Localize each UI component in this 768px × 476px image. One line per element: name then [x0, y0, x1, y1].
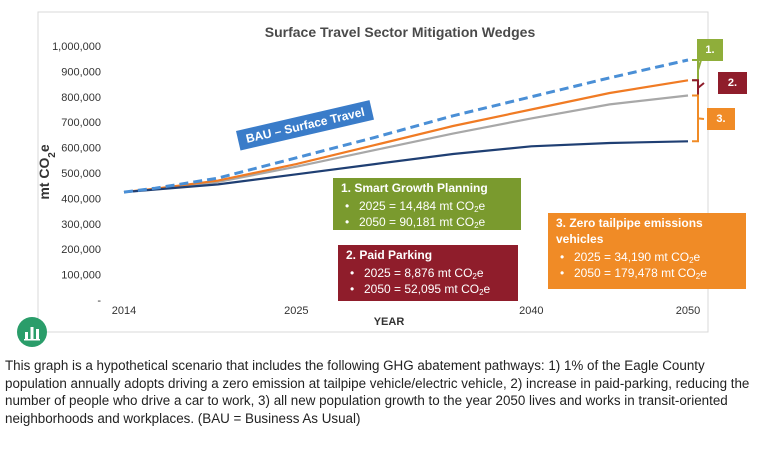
y-axis-ticks: 1,000,000 900,000 800,000 700,000 600,000 500…	[52, 41, 101, 307]
y-tick-label: 1,000,000	[52, 41, 101, 53]
zero-tailpipe-title: 3. Zero tailpipe emissions vehicles	[556, 216, 703, 246]
y-tick-label: 100,000	[61, 270, 101, 282]
series-layer	[123, 58, 689, 194]
paid-parking-2050: 2050 = 52,095 mt CO2e	[350, 281, 510, 297]
wedge-tag-2: 2.	[718, 72, 747, 94]
bar-chart-icon	[17, 317, 47, 347]
series-line-1	[123, 58, 689, 194]
y-tick-label: 400,000	[61, 193, 101, 205]
y-tick-label: 800,000	[61, 92, 101, 104]
mitigation-wedges-chart: Surface Travel Sector Mitigation Wedges …	[36, 11, 709, 333]
y-tick-label: -	[97, 295, 101, 307]
zero-tailpipe-2050: 2050 = 179,478 mt CO2e	[560, 265, 738, 281]
y-tick-label: 600,000	[61, 143, 101, 155]
smart-growth-2025: 2025 = 14,484 mt CO2e	[345, 198, 513, 214]
series-line-2	[123, 79, 689, 194]
y-axis-title: mt CO2e	[36, 144, 58, 200]
chart-title: Surface Travel Sector Mitigation Wedges	[265, 24, 536, 40]
y-tick-label: 300,000	[61, 219, 101, 231]
zero-tailpipe-annotation: 3. Zero tailpipe emissions vehicles 2025…	[548, 213, 746, 289]
x-tick-label: 2014	[112, 305, 136, 317]
x-axis-ticks: 2014 2025 2040 2050	[112, 305, 700, 317]
y-tick-label: 500,000	[61, 168, 101, 180]
paid-parking-2025: 2025 = 8,876 mt CO2e	[350, 265, 510, 281]
wedge-tag-3: 3.	[707, 108, 735, 130]
series-line-4	[123, 140, 689, 194]
x-tick-label: 2050	[676, 305, 700, 317]
y-tick-label: 200,000	[61, 244, 101, 256]
zero-tailpipe-2025: 2025 = 34,190 mt CO2e	[560, 249, 738, 265]
wedge-bracket-3	[692, 94, 705, 143]
paid-parking-annotation: 2. Paid Parking 2025 = 8,876 mt CO2e 205…	[338, 245, 518, 301]
x-axis-title: YEAR	[374, 316, 405, 328]
x-tick-label: 2025	[284, 305, 308, 317]
wedge-bracket-2	[692, 79, 705, 97]
wedge-brackets	[692, 49, 705, 143]
smart-growth-annotation: 1. Smart Growth Planning 2025 = 14,484 m…	[333, 178, 521, 230]
smart-growth-2050: 2050 = 90,181 mt CO2e	[345, 214, 513, 230]
y-tick-label: 700,000	[61, 117, 101, 129]
x-tick-label: 2040	[519, 305, 543, 317]
figure-caption: This graph is a hypothetical scenario th…	[5, 358, 750, 426]
wedge-tag-1: 1.	[697, 39, 723, 61]
smart-growth-title: 1. Smart Growth Planning	[341, 181, 488, 195]
paid-parking-title: 2. Paid Parking	[346, 248, 433, 262]
y-tick-label: 900,000	[61, 66, 101, 78]
